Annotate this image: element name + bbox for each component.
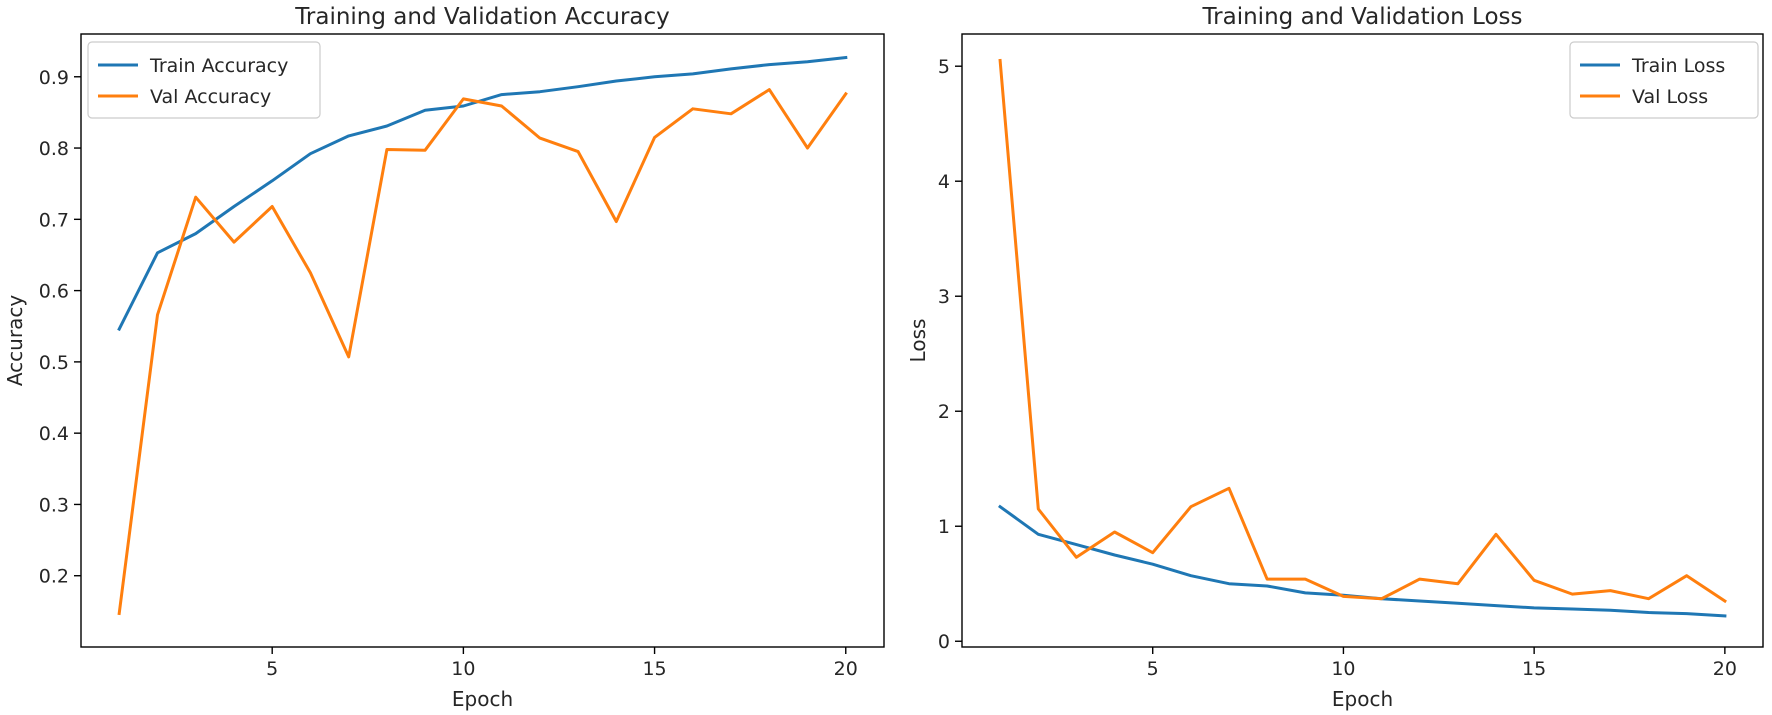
y-tick-label: 0.7 [39, 209, 69, 231]
y-tick-label: 0.9 [39, 67, 69, 89]
x-tick-label: 15 [642, 658, 666, 680]
x-tick-label: 10 [1331, 658, 1355, 680]
y-tick-label: 5 [938, 56, 950, 78]
series-line-train [998, 504, 1727, 618]
y-tick-label: 0 [938, 631, 950, 653]
y-tick-label: 4 [938, 171, 950, 193]
x-tick-label: 10 [451, 658, 475, 680]
legend-label: Train Loss [1631, 55, 1725, 77]
x-tick-label: 5 [266, 658, 278, 680]
plot-frame [80, 33, 885, 648]
y-tick-label: 0.8 [39, 138, 69, 160]
chart-title: Training and Validation Loss [1202, 4, 1523, 30]
legend-label: Val Loss [1632, 86, 1708, 108]
y-tick-label: 2 [938, 401, 950, 423]
legend-label: Val Accuracy [150, 86, 271, 108]
legend-label: Train Accuracy [149, 55, 288, 77]
chart-title: Training and Validation Accuracy [294, 4, 670, 30]
legend: Train Loss Val Loss [1569, 41, 1759, 119]
x-axis-label: Epoch [452, 687, 513, 711]
x-tick-label: 5 [1147, 658, 1159, 680]
x-tick-label: 20 [834, 658, 858, 680]
legend-box [87, 41, 321, 119]
y-tick-label: 0.6 [39, 281, 69, 303]
series-line-val [117, 88, 848, 616]
x-tick-label: 15 [1522, 658, 1546, 680]
y-tick-label: 3 [938, 286, 950, 308]
series-line-val [998, 58, 1727, 604]
y-axis-label: Loss [906, 319, 930, 363]
series-line-train [117, 55, 848, 332]
x-axis-label: Epoch [1332, 687, 1393, 711]
plot-frame [961, 33, 1764, 648]
chart-panel-1: Training and Validation Accuracy 5 10 15 20 0… [3, 4, 885, 711]
y-tick-label: 0.5 [39, 352, 69, 374]
legend-box [1569, 41, 1759, 119]
x-tick-label: 20 [1713, 658, 1737, 680]
chart-panel-2: Training and Validation Loss 5 10 15 20 0 1 2 3 4… [906, 4, 1764, 711]
y-tick-label: 0.3 [39, 494, 69, 516]
y-tick-label: 0.2 [39, 566, 69, 588]
y-tick-label: 1 [938, 516, 950, 538]
legend: Train Accuracy Val Accuracy [87, 41, 321, 119]
y-axis-label: Accuracy [3, 295, 27, 386]
y-tick-label: 0.4 [39, 423, 69, 445]
